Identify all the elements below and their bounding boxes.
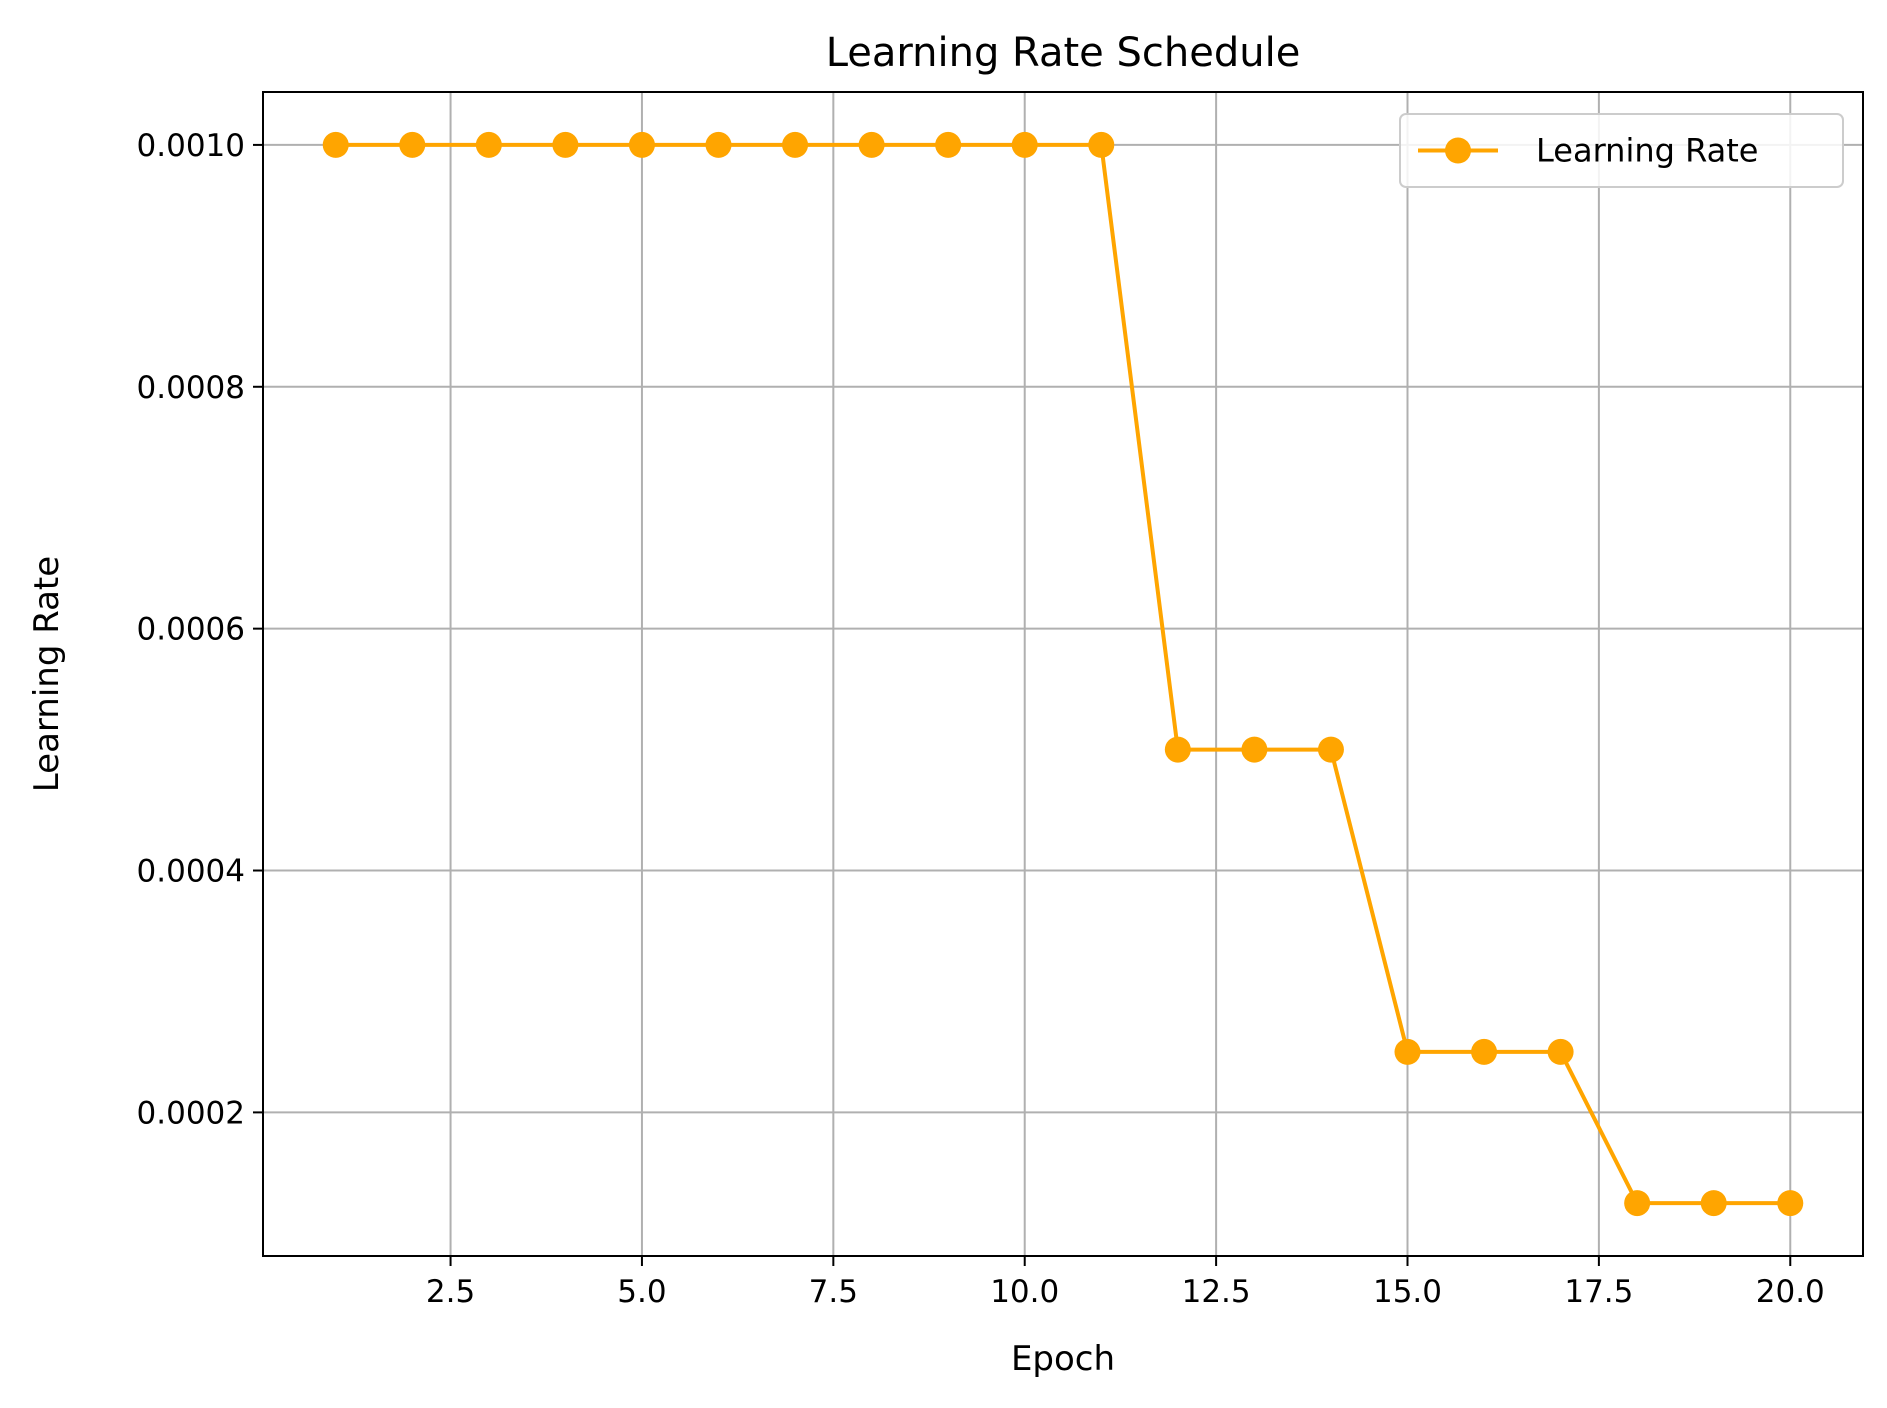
data-point — [1394, 1038, 1421, 1065]
data-point — [1317, 736, 1344, 763]
data-point — [1547, 1038, 1574, 1065]
data-point — [935, 131, 962, 158]
data-point — [628, 131, 655, 158]
legend-box — [1399, 113, 1844, 188]
data-point — [1700, 1190, 1727, 1217]
data-point — [1164, 736, 1191, 763]
x-tick-label: 12.5 — [1182, 1274, 1251, 1310]
y-tick-label: 0.0008 — [137, 370, 245, 406]
data-point — [1241, 736, 1268, 763]
chart-title: Learning Rate Schedule — [826, 30, 1301, 76]
data-point — [1624, 1190, 1651, 1217]
y-axis-label: Learning Rate — [27, 556, 67, 792]
data-point — [1011, 131, 1038, 158]
data-point — [399, 131, 426, 158]
data-point — [782, 131, 809, 158]
data-point — [475, 131, 502, 158]
y-tick-label: 0.0004 — [137, 854, 245, 890]
data-point — [858, 131, 885, 158]
legend-marker-swatch — [1445, 137, 1471, 164]
x-tick-label: 2.5 — [426, 1274, 475, 1310]
x-tick-label: 17.5 — [1564, 1274, 1633, 1310]
series-layer — [322, 131, 1804, 1217]
x-tick-label: 10.0 — [990, 1274, 1059, 1310]
data-point — [705, 131, 732, 158]
legend-label: Learning Rate — [1536, 132, 1758, 170]
data-point — [552, 131, 579, 158]
x-axis-label: Epoch — [1011, 1339, 1115, 1379]
y-tick-label: 0.0002 — [137, 1095, 245, 1131]
data-point — [1471, 1038, 1498, 1065]
y-tick-label: 0.0006 — [137, 612, 245, 648]
data-point — [322, 131, 349, 158]
x-tick-label: 20.0 — [1756, 1274, 1825, 1310]
plot-frame — [262, 91, 1864, 1257]
data-point — [1088, 131, 1115, 158]
ticks: 2.5 5.0 7.5 10.0 12.5 15.0 17.5 20.0 0.0002 0.000… — [137, 128, 1825, 1310]
legend: Learning Rate — [1399, 113, 1844, 188]
data-point — [1777, 1190, 1804, 1217]
x-tick-label: 5.0 — [617, 1274, 666, 1310]
y-tick-label: 0.0010 — [137, 128, 245, 164]
x-tick-label: 15.0 — [1373, 1274, 1442, 1310]
x-tick-label: 7.5 — [809, 1274, 858, 1310]
